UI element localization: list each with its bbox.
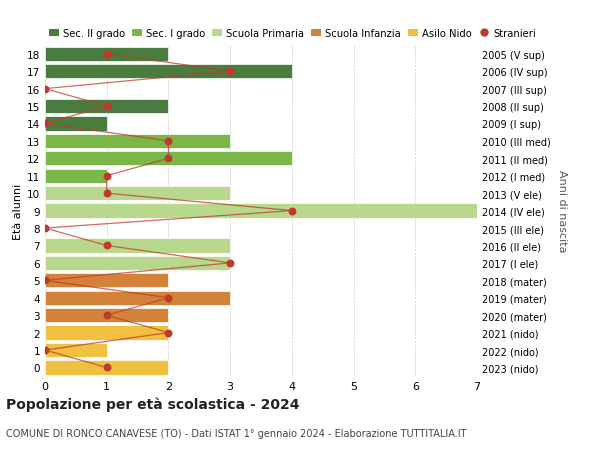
Bar (45, 117, 107, 131)
Bar (45, 134, 230, 149)
Point (40, 86, 50, 93)
Bar (45, 291, 230, 305)
Point (102, 51, 112, 58)
Bar (45, 100, 169, 114)
Point (40, 225, 50, 232)
Text: Popolazione per età scolastica - 2024: Popolazione per età scolastica - 2024 (6, 397, 299, 412)
Point (164, 294, 173, 302)
Point (102, 103, 112, 111)
Point (102, 190, 112, 197)
Point (40, 277, 50, 285)
Bar (45, 308, 169, 323)
Point (102, 173, 112, 180)
Point (164, 155, 173, 162)
Bar (45, 47, 169, 62)
Bar (45, 326, 169, 340)
Point (102, 364, 112, 371)
Point (102, 242, 112, 250)
Bar (45, 169, 107, 184)
Bar (45, 152, 292, 166)
Point (226, 260, 235, 267)
Point (226, 68, 235, 76)
Bar (45, 343, 107, 358)
Bar (45, 274, 169, 288)
Bar (45, 239, 230, 253)
Point (40, 121, 50, 128)
Bar (45, 256, 230, 270)
Bar (45, 204, 477, 218)
Point (102, 312, 112, 319)
Y-axis label: Età alunni: Età alunni (13, 183, 23, 239)
Point (287, 207, 296, 215)
Bar (45, 361, 169, 375)
Text: COMUNE DI RONCO CANAVESE (TO) - Dati ISTAT 1° gennaio 2024 - Elaborazione TUTTIT: COMUNE DI RONCO CANAVESE (TO) - Dati IST… (6, 428, 467, 438)
Bar (45, 187, 230, 201)
Point (40, 347, 50, 354)
Point (164, 138, 173, 145)
Bar (45, 65, 292, 79)
Point (164, 329, 173, 336)
Legend: Sec. II grado, Sec. I grado, Scuola Primaria, Scuola Infanzia, Asilo Nido, Stran: Sec. II grado, Sec. I grado, Scuola Prim… (45, 25, 539, 43)
Y-axis label: Anni di nascita: Anni di nascita (557, 170, 567, 252)
